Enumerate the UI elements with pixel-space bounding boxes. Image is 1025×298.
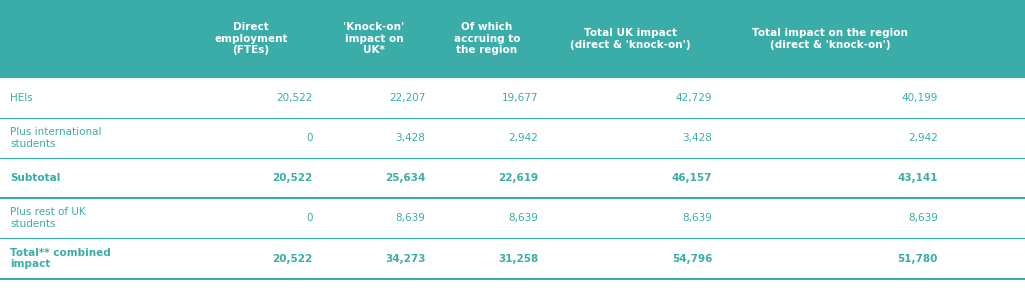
Text: 0: 0 [306,213,313,223]
Text: Direct
employment
(FTEs): Direct employment (FTEs) [214,22,288,55]
Text: 8,639: 8,639 [508,213,538,223]
Text: 8,639: 8,639 [908,213,938,223]
Text: HEIs: HEIs [10,93,33,103]
Text: Plus international
students: Plus international students [10,127,101,149]
Text: 22,207: 22,207 [390,93,425,103]
Text: 31,258: 31,258 [498,254,538,263]
Text: 8,639: 8,639 [396,213,425,223]
Text: 2,942: 2,942 [908,133,938,143]
Text: 22,619: 22,619 [498,173,538,183]
Text: 0: 0 [306,133,313,143]
Text: 20,522: 20,522 [273,173,313,183]
Text: Subtotal: Subtotal [10,173,60,183]
Text: 40,199: 40,199 [902,93,938,103]
Text: 20,522: 20,522 [273,254,313,263]
Text: 25,634: 25,634 [385,173,425,183]
Text: 'Knock-on'
impact on
UK*: 'Knock-on' impact on UK* [343,22,405,55]
Text: Total UK impact
(direct & 'knock-on'): Total UK impact (direct & 'knock-on') [570,28,691,49]
Text: 46,157: 46,157 [671,173,712,183]
Text: Plus rest of UK
students: Plus rest of UK students [10,207,86,229]
Text: 3,428: 3,428 [396,133,425,143]
Text: Total** combined
impact: Total** combined impact [10,248,111,269]
Text: Total impact on the region
(direct & 'knock-on'): Total impact on the region (direct & 'kn… [752,28,908,49]
Text: 34,273: 34,273 [384,254,425,263]
FancyBboxPatch shape [0,0,1025,77]
Text: 43,141: 43,141 [897,173,938,183]
Text: Of which
accruing to
the region: Of which accruing to the region [454,22,520,55]
Text: 19,677: 19,677 [501,93,538,103]
Text: 2,942: 2,942 [508,133,538,143]
Text: 42,729: 42,729 [675,93,712,103]
Text: 8,639: 8,639 [683,213,712,223]
Text: 3,428: 3,428 [683,133,712,143]
Text: 54,796: 54,796 [672,254,712,263]
Text: 51,780: 51,780 [898,254,938,263]
Text: 20,522: 20,522 [277,93,313,103]
